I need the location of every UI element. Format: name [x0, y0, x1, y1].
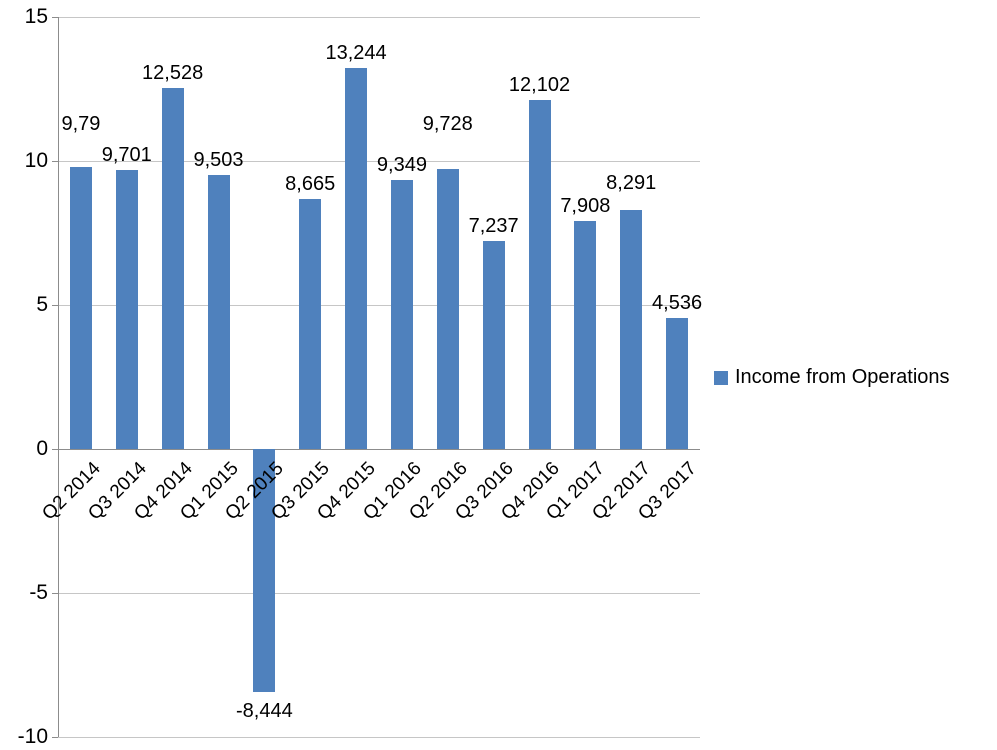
bar: [666, 318, 689, 449]
bar: [390, 179, 413, 449]
bar-value-label: 12,102: [508, 74, 571, 97]
y-axis-label: -10: [17, 725, 48, 748]
bar: [207, 175, 230, 449]
legend-swatch-icon: [714, 370, 728, 385]
y-axis-label: 5: [36, 293, 48, 316]
bar: [620, 210, 643, 449]
gridline: [58, 737, 700, 738]
y-axis-line: [58, 17, 59, 737]
y-axis-label: 0: [36, 437, 48, 460]
bar-value-label: 8,665: [285, 173, 336, 196]
zero-line: [58, 449, 700, 450]
bar-value-label: 12,528: [142, 62, 204, 85]
bar-value-label: 8,291: [606, 172, 657, 195]
bar-value-label: 7,237: [468, 214, 519, 237]
bar-value-label: -8,444: [235, 700, 293, 723]
bar: [574, 221, 597, 449]
bar-value-label: 9,503: [193, 149, 244, 172]
y-axis-label: -5: [29, 581, 48, 604]
bar-value-label: 7,908: [560, 195, 611, 218]
legend: Income from Operations: [714, 366, 950, 389]
tick-mark: [52, 737, 58, 738]
gridline: [58, 593, 700, 594]
bar: [253, 449, 276, 693]
tick-mark: [52, 305, 58, 306]
y-axis-label: 10: [24, 149, 48, 172]
gridline: [58, 17, 700, 18]
bar-value-label: 9,79: [61, 113, 101, 136]
tick-mark: [52, 17, 58, 18]
bar-value-label: 9,349: [376, 153, 427, 176]
bar: [115, 169, 138, 449]
bar-value-label: 4,536: [652, 292, 703, 315]
tick-mark: [52, 161, 58, 162]
tick-mark: [52, 593, 58, 594]
bar: [69, 167, 92, 449]
bar: [482, 240, 505, 449]
bar-value-label: 13,244: [325, 41, 387, 64]
legend-label: Income from Operations: [735, 366, 950, 388]
bar-value-label: 9,701: [101, 143, 152, 166]
bar-value-label: 9,728: [422, 112, 473, 135]
gridline: [58, 305, 700, 306]
bar: [436, 168, 459, 449]
bar: [345, 67, 368, 449]
tick-mark: [52, 449, 58, 450]
bar: [528, 100, 551, 449]
gridline: [58, 161, 700, 162]
y-axis-label: 15: [24, 5, 48, 28]
bar: [161, 88, 184, 449]
bar: [299, 199, 322, 449]
